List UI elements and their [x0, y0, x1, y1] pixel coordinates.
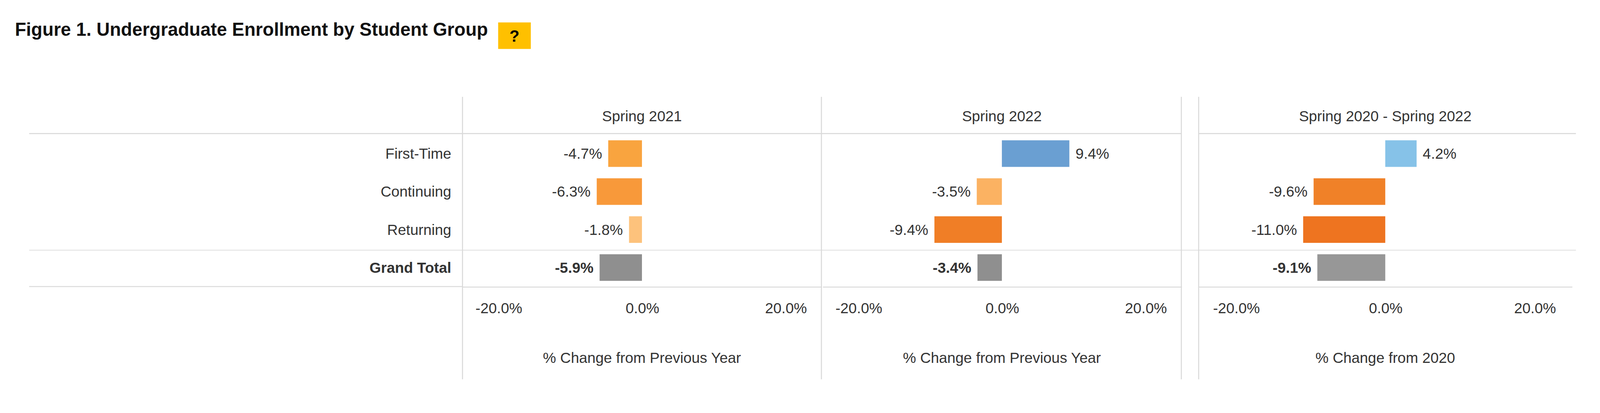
data-label: -4.7% [563, 145, 603, 162]
data-label: -1.8% [584, 221, 623, 238]
bar [977, 254, 1002, 281]
bar [1303, 216, 1386, 243]
data-label: -3.5% [931, 183, 971, 200]
data-label: 9.4% [1075, 145, 1110, 162]
panel-divider [462, 96, 464, 380]
header-rule [1198, 133, 1577, 134]
panel-title: Spring 2020 - Spring 2022 [1299, 107, 1472, 125]
data-label: -9.4% [889, 221, 929, 238]
axis-line [822, 286, 1183, 288]
tick-label: -20.0% [475, 299, 523, 317]
tick-label: 0.0% [625, 299, 660, 317]
panel-title: Spring 2021 [601, 107, 682, 125]
bars [596, 140, 642, 281]
tick-label: 0.0% [985, 299, 1020, 317]
tick-label: 20.0% [1514, 299, 1557, 317]
bar [608, 140, 642, 167]
chart: Figure 1. Undergraduate Enrollment by St… [0, 0, 1600, 413]
panel-divider [1180, 96, 1182, 380]
panel-divider [820, 96, 822, 380]
data-labels: 9.4% -3.5% -9.4% -3.4% [889, 145, 1110, 276]
axis-line [1199, 286, 1573, 288]
tick: -20.0% [475, 286, 523, 317]
bar [596, 178, 642, 205]
bar [934, 216, 1002, 243]
data-label: -6.3% [551, 183, 591, 200]
bar [1385, 140, 1417, 167]
category-label: First-Time [385, 145, 452, 162]
title: Figure 1. Undergraduate Enrollment by St… [14, 19, 488, 40]
bar [1313, 178, 1386, 205]
tick: -20.0% [835, 286, 883, 317]
tick: 0.0% [625, 286, 660, 317]
panel: Spring 2021 -4.7% -6.3% -1.8% -5.9% -20.0% 0.0… [463, 107, 823, 366]
category-labels: First-Time Continuing Returning Grand Total [369, 145, 452, 276]
header-rule [29, 133, 1182, 134]
category-label: Returning [387, 221, 452, 238]
bar [599, 254, 642, 281]
panel: Spring 2022 9.4% -3.5% -9.4% -3.4% -20.0% 0.0%… [822, 107, 1183, 366]
x-axis: -20.0% 0.0% 20.0% [1199, 286, 1573, 317]
data-label: -9.1% [1272, 259, 1312, 276]
panel-divider [1198, 96, 1199, 380]
panel: Spring 2020 - Spring 2022 4.2% -9.6% -11.0%… [1199, 107, 1573, 366]
data-labels: 4.2% -9.6% -11.0% -9.1% [1251, 145, 1457, 276]
bars [1303, 140, 1417, 281]
tick-label: 20.0% [1125, 299, 1168, 317]
data-label: -9.6% [1268, 183, 1308, 200]
bar [628, 216, 642, 243]
bottom-rule [29, 285, 463, 287]
data-label: -11.0% [1251, 221, 1298, 238]
x-axis: -20.0% 0.0% 20.0% [822, 286, 1183, 317]
x-axis: -20.0% 0.0% 20.0% [463, 286, 823, 317]
tick-label: -20.0% [835, 299, 883, 317]
axis-title: % Change from Previous Year [902, 349, 1102, 366]
data-labels: -4.7% -6.3% -1.8% -5.9% [551, 145, 623, 276]
category-label: Grand Total [369, 259, 452, 276]
data-label: 4.2% [1422, 145, 1457, 162]
tick: 0.0% [1368, 286, 1403, 317]
tick: 20.0% [765, 286, 808, 317]
table-lines [29, 96, 1577, 380]
tick: 20.0% [1514, 286, 1557, 317]
help-box[interactable] [497, 22, 531, 49]
bar [1317, 254, 1386, 281]
tick-label: 0.0% [1368, 299, 1403, 317]
tick-label: 20.0% [765, 299, 808, 317]
bar [1001, 140, 1070, 167]
tick-label: -20.0% [1213, 299, 1260, 317]
panel-title: Spring 2022 [961, 107, 1042, 125]
data-label: -5.9% [554, 259, 594, 276]
tick: 0.0% [985, 286, 1020, 317]
tick: 20.0% [1125, 286, 1168, 317]
total-rule [29, 249, 1577, 251]
bar [976, 178, 1002, 205]
axis-title: % Change from 2020 [1315, 349, 1456, 366]
tick: -20.0% [1213, 286, 1260, 317]
axis-line [463, 286, 823, 288]
axis-title: % Change from Previous Year [543, 349, 742, 366]
help-icon[interactable]: ? [509, 26, 520, 46]
category-label: Continuing [380, 183, 452, 200]
data-label: -3.4% [932, 259, 972, 276]
